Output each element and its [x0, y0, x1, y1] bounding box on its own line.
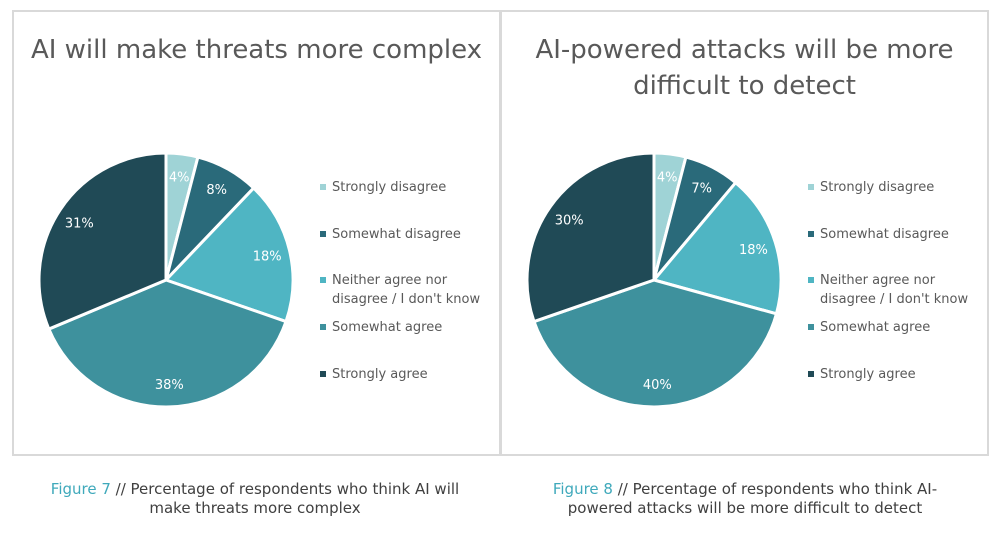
pie-slice [525, 151, 656, 324]
legend-label: Neither agree nor disagree / I don't know [820, 273, 969, 307]
chart-title: AI will make threats more complex [14, 32, 499, 68]
legend-swatch [320, 231, 326, 237]
legend-swatch [808, 324, 814, 330]
chart-title-line: AI-powered attacks will be more [535, 35, 954, 65]
chart-panel-left: AI will make threats more complex 4% 8% 18… [12, 10, 501, 456]
legend-label: Neither agree nor disagree / I don't know [332, 273, 481, 307]
pie-slice [163, 185, 295, 324]
legend-swatch [320, 371, 326, 377]
legend-label: Strongly agree [820, 367, 916, 382]
chart-panel-right: AI-powered attacks will be more difficul… [500, 10, 989, 456]
legend-label: Somewhat disagree [332, 227, 461, 242]
legend-swatch [320, 184, 326, 190]
legend-swatch [320, 277, 326, 283]
data-label: 4% [657, 171, 678, 186]
pie-slice [46, 278, 288, 409]
chart-title: AI-powered attacks will be more difficul… [502, 32, 987, 104]
legend-swatch [808, 231, 814, 237]
data-label: 40% [643, 378, 672, 393]
pie-chart-svg: 4% 7% 18% 40% 30% [525, 151, 783, 409]
pie-slice [37, 151, 168, 332]
data-label: 18% [253, 249, 282, 264]
pie-slice [651, 180, 783, 316]
caption-text: // Percentage of respondents who think A… [567, 480, 938, 517]
legend-swatch [808, 184, 814, 190]
data-label: 4% [169, 171, 190, 186]
chart-title-line: AI will make threats more complex [30, 35, 483, 65]
legend-label: Strongly disagree [332, 180, 447, 195]
caption-text: // Percentage of respondents who think A… [110, 480, 460, 517]
pie-chart-svg: 4% 8% 18% 38% 31% [37, 151, 295, 409]
figure-caption: Figure 7 // Percentage of respondents wh… [45, 480, 465, 518]
legend-label: Strongly disagree [820, 180, 935, 195]
pie-slice [532, 278, 779, 409]
legend-swatch [808, 277, 814, 283]
data-label: 38% [155, 378, 184, 393]
legend-label: Strongly agree [332, 367, 428, 382]
data-label: 7% [691, 181, 712, 196]
legend-label: Somewhat agree [820, 320, 931, 335]
data-label: 8% [206, 183, 227, 198]
figure-label: Figure 7 [50, 480, 111, 498]
figure-caption: Figure 8 // Percentage of respondents wh… [535, 480, 955, 518]
data-label: 31% [65, 216, 94, 231]
data-label: 30% [555, 214, 584, 229]
figure-label: Figure 8 [552, 480, 613, 498]
legend-label: Somewhat agree [332, 320, 443, 335]
legend-swatch [808, 371, 814, 377]
legend-label: Somewhat disagree [820, 227, 949, 242]
data-label: 18% [739, 243, 768, 258]
chart-title-line: difficult to detect [633, 71, 856, 101]
legend-swatch [320, 324, 326, 330]
